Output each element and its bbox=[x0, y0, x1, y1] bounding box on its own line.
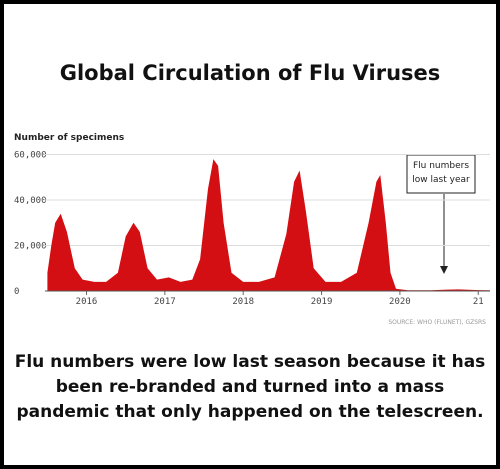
source: SOURCE: WHO (FLUNET), GZSRS bbox=[388, 319, 486, 326]
y-tick-label: 60,000 bbox=[14, 151, 47, 161]
area bbox=[47, 159, 491, 291]
x-tick-label: 21 bbox=[473, 297, 484, 307]
annotation: Flu numbers bbox=[413, 161, 469, 171]
y-axis-label: Number of specimens bbox=[14, 133, 124, 143]
caption: pandemic that only happened on the teles… bbox=[16, 402, 483, 422]
x-tick-label: 2020 bbox=[389, 297, 411, 307]
y-tick-label: 40,000 bbox=[14, 196, 47, 206]
arrow-head bbox=[440, 266, 448, 274]
annotation: low last year bbox=[412, 175, 470, 185]
x-tick-label: 2017 bbox=[154, 297, 176, 307]
x-tick-label: 2016 bbox=[76, 297, 98, 307]
caption: been re-branded and turned into a mass bbox=[56, 377, 445, 397]
y-tick-label: 0 bbox=[14, 287, 19, 297]
y-tick-label: 20,000 bbox=[14, 242, 47, 252]
annotation-box bbox=[406, 154, 476, 194]
x-tick-label: 2018 bbox=[232, 297, 254, 307]
chart-title: Global Circulation of Flu Viruses bbox=[60, 61, 441, 85]
caption: Flu numbers were low last season because… bbox=[15, 352, 486, 372]
x-tick-label: 2019 bbox=[311, 297, 333, 307]
